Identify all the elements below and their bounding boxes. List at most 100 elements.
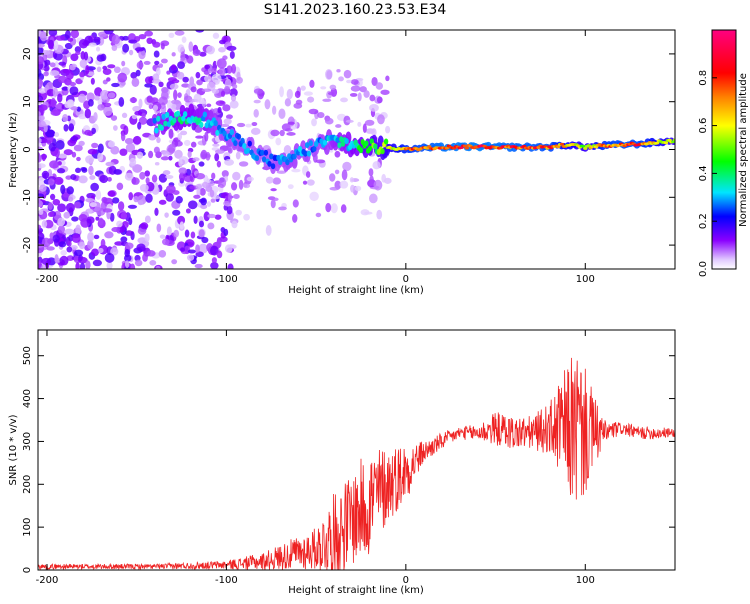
- spectrogram-halo-blob: [214, 149, 225, 154]
- spectrogram-halo-blob: [245, 123, 252, 128]
- spectrogram-noise-blob: [148, 104, 153, 110]
- spectrogram-noise-blob: [38, 163, 46, 169]
- spectrogram-halo-blob: [276, 170, 287, 174]
- spectrogram-noise-blob: [128, 49, 134, 56]
- spectrogram-noise-blob: [124, 172, 134, 181]
- spectrogram-noise-blob: [78, 93, 87, 103]
- spectrogram-halo-blob: [324, 117, 334, 125]
- spectrogram-noise-blob: [218, 67, 226, 76]
- spectrogram-noise-blob: [73, 201, 82, 209]
- spectrogram-noise-blob: [123, 125, 129, 135]
- spectrogram-halo-blob: [349, 92, 358, 97]
- spectrogram-noise-blob: [110, 247, 119, 256]
- spectrogram-halo-blob: [243, 183, 251, 189]
- spectrogram-noise-blob: [55, 35, 66, 41]
- spectrogram-noise-blob: [158, 173, 168, 183]
- spectrogram-noise-blob: [89, 175, 96, 180]
- spectrogram-noise-blob: [179, 221, 185, 230]
- spectrogram-halo-blob: [223, 200, 230, 207]
- spectrogram-halo-blob: [308, 108, 319, 115]
- spectrogram-halo-blob: [338, 76, 344, 82]
- spectrogram-noise-blob: [116, 182, 124, 191]
- spectrogram-halo-blob: [169, 83, 179, 90]
- spectrogram-noise-blob: [76, 106, 82, 112]
- spectrogram-halo-blob: [369, 94, 376, 102]
- spectrogram-halo-blob: [230, 94, 237, 102]
- spectrogram-noise-blob: [39, 31, 48, 42]
- spectrogram-halo-blob: [216, 160, 222, 168]
- spectrogram-x-tick-label: -200: [36, 274, 59, 285]
- spectrogram-halo-blob: [368, 193, 378, 204]
- spectrogram-halo-blob: [191, 164, 196, 173]
- spectrogram-noise-blob: [86, 92, 95, 102]
- spectrogram-halo-blob: [178, 167, 188, 175]
- figure-title: S141.2023.160.23.53.E34: [264, 2, 447, 18]
- spectrogram-noise-blob: [48, 178, 55, 186]
- spectrogram-halo-blob: [236, 76, 243, 84]
- spectrogram-noise-blob: [217, 106, 222, 114]
- spectrogram-noise-blob: [95, 189, 102, 200]
- spectrogram-ridge-core: [175, 110, 181, 117]
- spectrogram-noise-blob: [48, 142, 57, 152]
- spectrogram-halo-blob: [342, 161, 352, 172]
- spectrogram-noise-blob: [58, 61, 67, 66]
- spectrogram-halo-blob: [350, 85, 361, 92]
- spectrogram-noise-blob: [41, 153, 46, 162]
- spectrogram-x-tick-label: 100: [576, 274, 595, 285]
- spectrogram-noise-blob: [38, 78, 44, 88]
- spectrogram-ridge-core: [202, 111, 208, 118]
- spectrogram-noise-blob: [52, 234, 60, 243]
- spectrogram-ridge-core: [242, 142, 247, 149]
- spectrogram-halo-blob: [340, 204, 347, 213]
- spectrogram-halo-blob: [206, 178, 211, 184]
- spectrogram-halo-blob: [343, 69, 352, 79]
- spectrogram-noise-blob: [86, 208, 93, 214]
- spectrogram-noise-blob: [86, 216, 95, 224]
- spectrogram-noise-blob: [66, 186, 74, 195]
- spectrogram-noise-blob: [106, 261, 113, 269]
- spectrogram-noise-blob: [67, 196, 74, 202]
- spectrogram-noise-blob: [78, 175, 88, 184]
- spectrogram-y-tick-label: 10: [22, 95, 33, 108]
- spectrogram-noise-blob: [49, 160, 60, 169]
- snr-panel: -200 -100 0 100 0 100 200 300 400 500 Height of …: [8, 329, 676, 596]
- snr-y-tick-label: 500: [22, 346, 33, 365]
- spectrogram-noise-blob: [171, 259, 178, 265]
- spectrogram-halo-blob: [357, 121, 362, 127]
- spectrogram-noise-blob: [38, 236, 43, 245]
- spectrogram-ridge-core: [229, 129, 234, 136]
- spectrogram-halo-blob: [350, 184, 355, 193]
- spectrogram-ridge-core: [172, 117, 177, 124]
- spectrogram-noise-blob: [85, 260, 91, 269]
- spectrogram-ridge-core: [261, 156, 267, 163]
- spectrogram-noise-blob: [49, 70, 60, 77]
- spectrogram-halo-blob: [224, 158, 235, 166]
- spectrogram-halo-blob: [186, 55, 194, 64]
- spectrogram-halo-blob: [325, 69, 333, 80]
- spectrogram-noise-blob: [63, 149, 73, 156]
- colorbar-tick-label: 0.0: [698, 261, 709, 277]
- spectrogram-y-tick-label: -20: [22, 237, 33, 253]
- spectrogram-noise-blob: [45, 129, 55, 138]
- spectrogram-halo-blob: [201, 88, 212, 93]
- spectrogram-noise-blob: [193, 194, 201, 199]
- spectrogram-noise-blob: [198, 161, 205, 167]
- spectrogram-halo-blob: [315, 159, 326, 164]
- spectrogram-noise-blob: [139, 184, 149, 192]
- spectrogram-noise-blob: [57, 168, 66, 174]
- spectrogram-noise-blob: [65, 202, 75, 213]
- snr-frame: [37, 329, 676, 571]
- spectrogram-halo-blob: [349, 177, 354, 183]
- spectrogram-y-axis-label: Frequency (Hz): [8, 112, 19, 188]
- spectrogram-noise-blob: [186, 254, 195, 261]
- spectrogram-noise-blob: [158, 249, 167, 258]
- spectrogram-halo-blob: [385, 125, 391, 134]
- spectrogram-noise-blob: [97, 152, 104, 162]
- spectrogram-halo-blob: [364, 119, 375, 126]
- spectrogram-noise-blob: [198, 220, 205, 228]
- spectrogram-halo-blob: [380, 89, 390, 95]
- spectrogram-noise-blob: [149, 260, 157, 266]
- spectrogram-halo-blob: [334, 150, 341, 158]
- spectrogram-halo-blob: [153, 146, 160, 154]
